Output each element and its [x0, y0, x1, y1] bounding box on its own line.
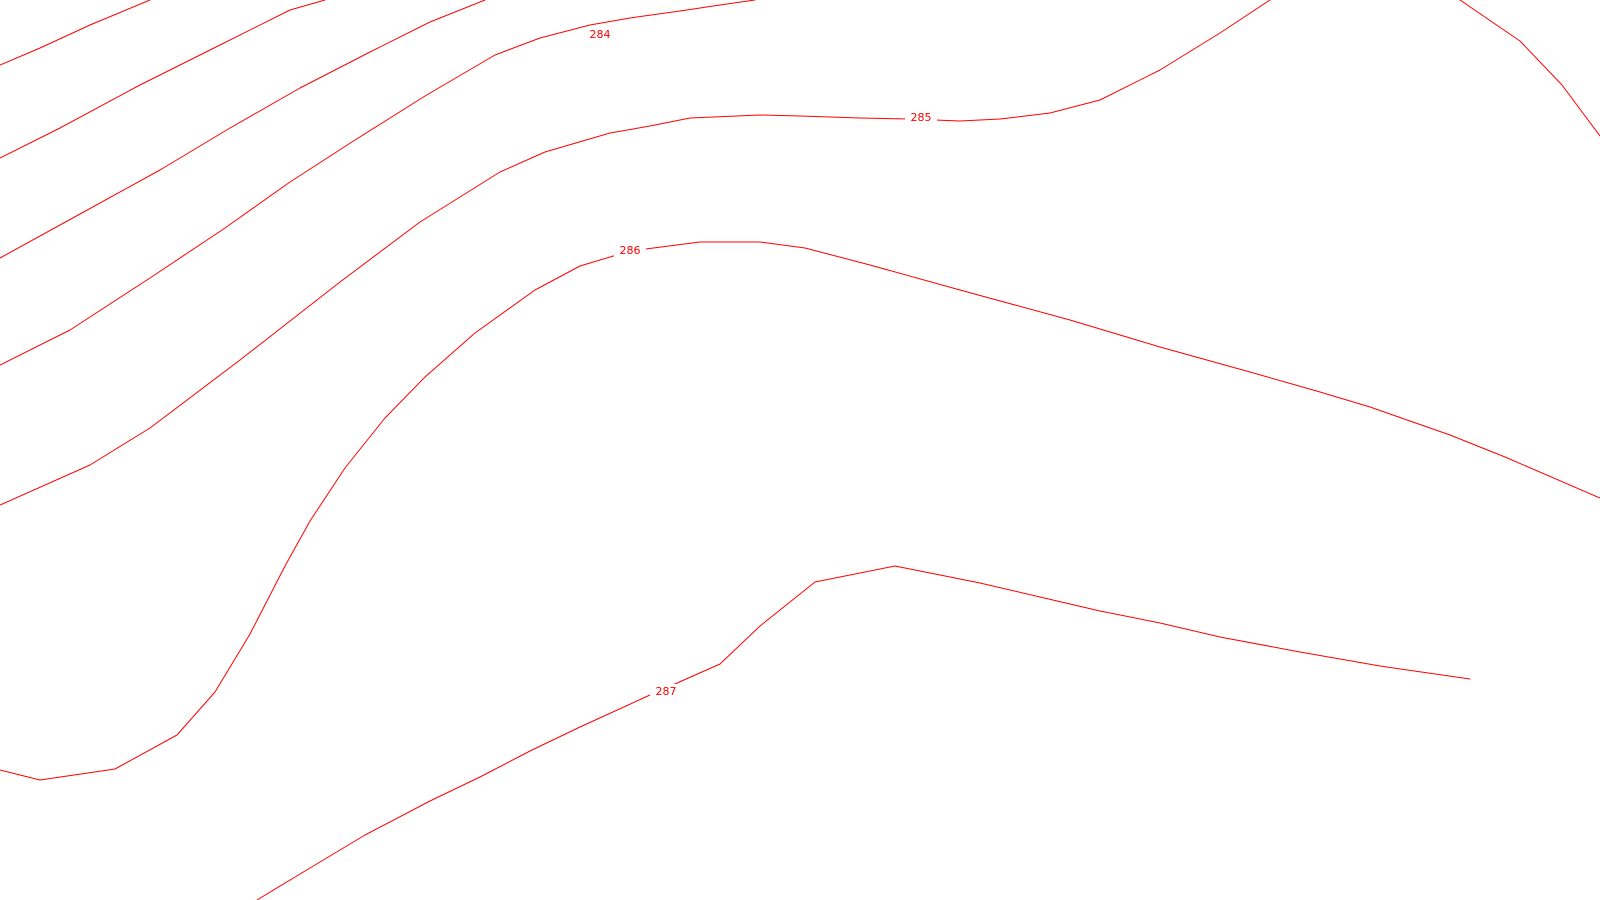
contour-line-1 [0, 0, 151, 66]
contour-label-285-bg [905, 110, 937, 125]
contour-line-2 [0, 0, 326, 159]
contour-line-3 [0, 0, 486, 259]
contour-line-285 [0, 0, 1271, 506]
contour-line-284 [0, 0, 756, 366]
contour-line-286 [0, 241, 1600, 781]
contour-label-284-bg [584, 27, 616, 42]
contour-label-284: 284 [584, 27, 616, 42]
contour-label-285-text: 285 [911, 111, 932, 124]
contour-label-286: 286 [614, 243, 646, 258]
contour-label-286-text: 286 [620, 244, 641, 257]
contour-label-287: 287 [650, 684, 682, 699]
contour-label-284-text: 284 [590, 28, 611, 41]
contour-line-top-right [1459, 0, 1600, 137]
contour-label-286-bg [614, 243, 646, 258]
contour-label-285: 285 [905, 110, 937, 125]
contour-label-287-bg [650, 684, 682, 699]
contour-label-287-text: 287 [656, 685, 677, 698]
contour-line-287 [256, 565, 1471, 900]
